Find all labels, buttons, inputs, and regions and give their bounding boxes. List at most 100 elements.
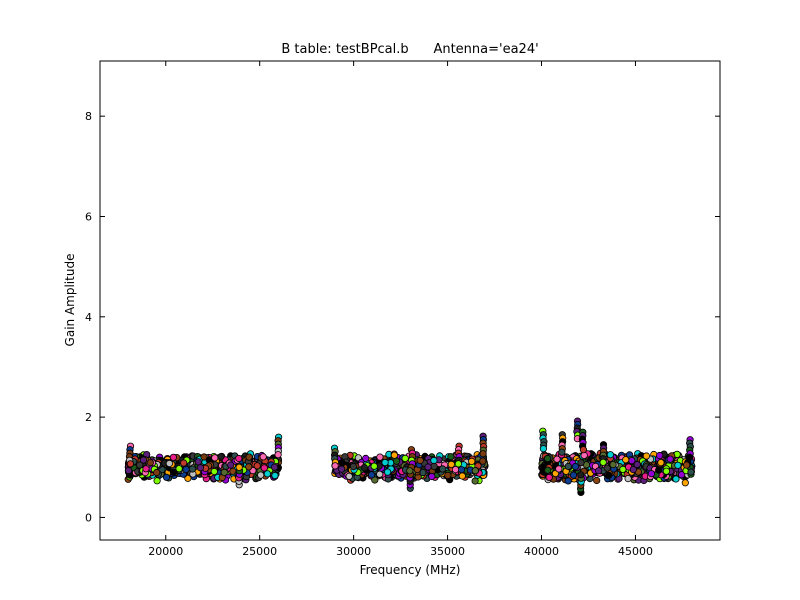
data-point	[220, 468, 228, 476]
plot-frame	[99, 60, 721, 541]
x-tick-label: 25000	[242, 545, 277, 558]
data-point	[545, 473, 553, 481]
data-point	[544, 466, 552, 474]
data-point	[682, 461, 691, 469]
data-point	[235, 463, 243, 471]
data-point	[479, 450, 487, 458]
x-tick-label: 45000	[618, 545, 653, 558]
data-point	[260, 464, 268, 472]
data-point	[564, 477, 572, 485]
data-point	[370, 462, 378, 470]
data-point	[593, 476, 601, 485]
data-point	[447, 453, 455, 461]
data-point	[666, 455, 674, 463]
x-tick-label: 20000	[148, 545, 183, 558]
data-point	[539, 445, 548, 453]
data-point	[270, 463, 279, 471]
data-point	[605, 471, 613, 479]
data-point	[169, 453, 177, 461]
data-point	[468, 457, 476, 465]
data-point	[153, 468, 161, 477]
data-point	[447, 460, 455, 468]
data-point	[146, 459, 154, 467]
axis-ticks: 20000 25000 30000 35000 40000 45000 0 2 4 6 8	[85, 61, 720, 558]
data-point	[371, 476, 379, 484]
data-point	[430, 456, 438, 465]
data-point	[599, 458, 607, 466]
data-point	[401, 454, 409, 462]
y-tick-label: 0	[85, 511, 92, 524]
data-point	[142, 465, 150, 473]
data-point	[451, 465, 460, 474]
data-point	[165, 459, 173, 468]
data-point	[479, 457, 487, 465]
data-point	[362, 454, 370, 462]
data-point	[196, 464, 204, 472]
data-point	[390, 451, 398, 459]
data-point	[175, 465, 183, 473]
data-point	[271, 471, 279, 480]
data-point	[438, 465, 447, 473]
data-point	[345, 472, 353, 480]
data-point	[367, 471, 376, 479]
data-point	[569, 471, 578, 479]
data-points	[124, 417, 696, 496]
data-point	[579, 446, 588, 454]
y-tick-label: 6	[85, 210, 92, 223]
data-point	[555, 465, 563, 473]
data-point	[558, 448, 566, 456]
data-point	[349, 462, 358, 471]
data-point	[338, 459, 346, 467]
data-point	[274, 451, 282, 459]
data-point	[182, 465, 190, 473]
data-point	[655, 451, 664, 460]
data-point	[624, 474, 632, 483]
data-point	[594, 467, 603, 475]
data-point	[553, 455, 561, 463]
data-point	[685, 453, 694, 461]
data-point	[428, 472, 436, 481]
y-tick-label: 8	[85, 110, 92, 123]
x-tick-label: 35000	[430, 545, 465, 558]
data-point	[571, 462, 580, 471]
data-point	[125, 466, 133, 475]
data-point	[136, 461, 144, 469]
data-point	[662, 467, 671, 475]
data-point	[471, 467, 479, 475]
x-tick-label: 40000	[524, 545, 559, 558]
x-tick-label: 30000	[336, 545, 371, 558]
data-point	[360, 463, 368, 472]
data-point	[331, 462, 339, 470]
data-point	[126, 460, 134, 468]
data-point	[406, 467, 414, 475]
data-point	[211, 454, 219, 462]
data-point	[376, 453, 384, 461]
data-point	[628, 456, 636, 465]
data-point	[609, 460, 617, 469]
data-point	[194, 458, 202, 466]
data-point	[458, 472, 466, 480]
data-point	[687, 468, 695, 476]
data-point	[245, 453, 253, 461]
data-point	[606, 451, 615, 459]
data-point	[392, 457, 401, 465]
data-point	[629, 465, 637, 474]
data-point	[657, 458, 665, 467]
data-point	[257, 471, 265, 479]
data-point	[227, 461, 235, 469]
x-axis-label: Frequency (MHz)	[360, 563, 461, 577]
data-point	[430, 462, 438, 470]
chart-title: B table: testBPcal.b Antenna='ea24'	[281, 42, 538, 57]
data-point	[188, 465, 196, 473]
data-point	[169, 468, 178, 476]
data-point	[153, 477, 161, 485]
data-point	[672, 475, 680, 483]
data-point	[381, 458, 389, 467]
data-point	[444, 471, 452, 479]
data-point	[454, 460, 462, 468]
data-point	[457, 466, 466, 474]
data-point	[263, 470, 271, 478]
data-point	[416, 456, 424, 465]
